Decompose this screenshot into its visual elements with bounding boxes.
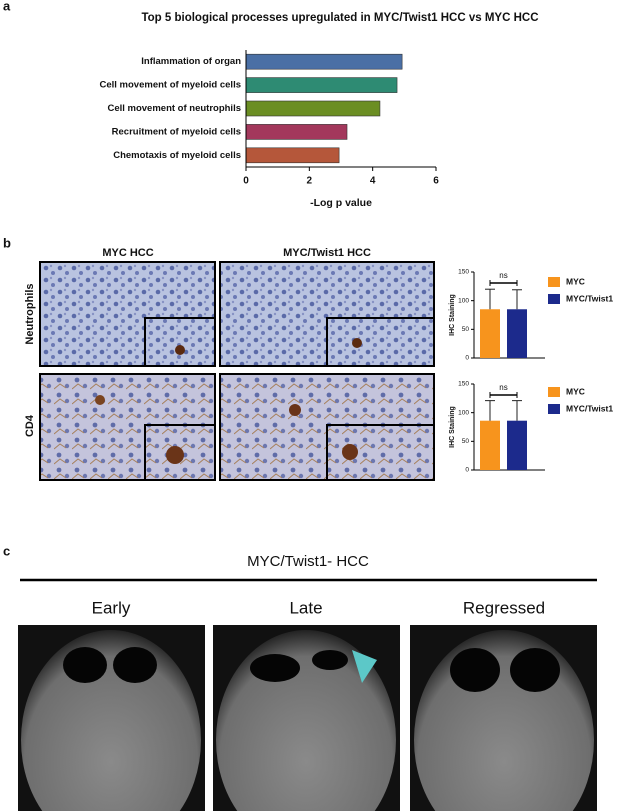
- y-tick-label: 150: [458, 269, 469, 276]
- inset: [326, 317, 435, 367]
- x-tick-label: 0: [243, 176, 249, 187]
- ct-lung: [250, 654, 300, 682]
- bar: [507, 309, 527, 358]
- inset: [326, 424, 435, 481]
- legend-swatch: [548, 277, 560, 287]
- inset: [144, 317, 216, 367]
- category-label: Recruitment of myeloid cells: [112, 126, 241, 137]
- x-tick-label: 2: [307, 176, 313, 187]
- column-label: MYC/Twist1 HCC: [283, 247, 371, 259]
- category-label: Cell movement of neutrophils: [107, 103, 241, 114]
- bar: [480, 420, 500, 470]
- annotation: ns: [499, 383, 507, 392]
- legend-label: MYC: [566, 276, 585, 286]
- micrographs: [39, 261, 435, 481]
- category-label: Cell movement of myeloid cells: [100, 80, 242, 91]
- bar: [245, 124, 348, 140]
- ct-lung: [450, 648, 500, 692]
- legend-label: MYC: [566, 386, 585, 396]
- row-label: Neutrophils: [24, 283, 36, 344]
- bar: [507, 420, 527, 470]
- chart-title: Top 5 biological processes upregulated i…: [141, 12, 538, 24]
- panel-label: c: [3, 543, 10, 558]
- panel-label: b: [3, 235, 11, 250]
- bar: [245, 100, 381, 117]
- bar: [245, 77, 398, 93]
- ct-body: [21, 630, 201, 811]
- ct-lung: [63, 647, 107, 683]
- arrowhead: [352, 650, 377, 683]
- bar: [480, 309, 500, 358]
- row-label: CD4: [24, 414, 36, 437]
- bar: [245, 53, 403, 70]
- x-axis-label: -Log p value: [310, 197, 372, 209]
- column-label: MYC HCC: [102, 247, 153, 259]
- legend-swatch: [548, 387, 560, 397]
- bar: [245, 147, 340, 164]
- y-tick-label: 100: [458, 409, 469, 416]
- y-tick-label: 50: [462, 326, 470, 333]
- y-axis-label: IHC Staining: [449, 294, 456, 336]
- legend-swatch: [548, 294, 560, 304]
- annotation: ns: [499, 271, 507, 280]
- column-label: Regressed: [463, 598, 545, 617]
- category-label: Inflammation of organ: [141, 56, 241, 67]
- y-axis-label: IHC Staining: [449, 406, 456, 448]
- x-tick-label: 6: [433, 176, 439, 187]
- ct-title: MYC/Twist1- HCC: [247, 553, 369, 570]
- y-tick-label: 100: [458, 297, 469, 304]
- legend-label: MYC/Twist1: [566, 403, 613, 413]
- legend-label: MYC/Twist1: [566, 293, 613, 303]
- panel-label: a: [3, 0, 11, 13]
- y-tick-label: 50: [462, 438, 470, 445]
- x-tick-label: 4: [370, 176, 376, 187]
- category-label: Chemotaxis of myeloid cells: [113, 150, 241, 161]
- y-tick-label: 150: [458, 381, 469, 388]
- column-label: Late: [289, 598, 322, 617]
- ct-scans: [18, 625, 597, 811]
- column-label: Early: [92, 598, 131, 617]
- ct-lung: [113, 647, 157, 683]
- ct-lung: [312, 650, 348, 670]
- y-tick-label: 0: [465, 355, 469, 362]
- ct-lung: [510, 648, 560, 692]
- y-tick-label: 0: [465, 467, 469, 474]
- stained-cells: [95, 338, 362, 464]
- legend-swatch: [548, 404, 560, 414]
